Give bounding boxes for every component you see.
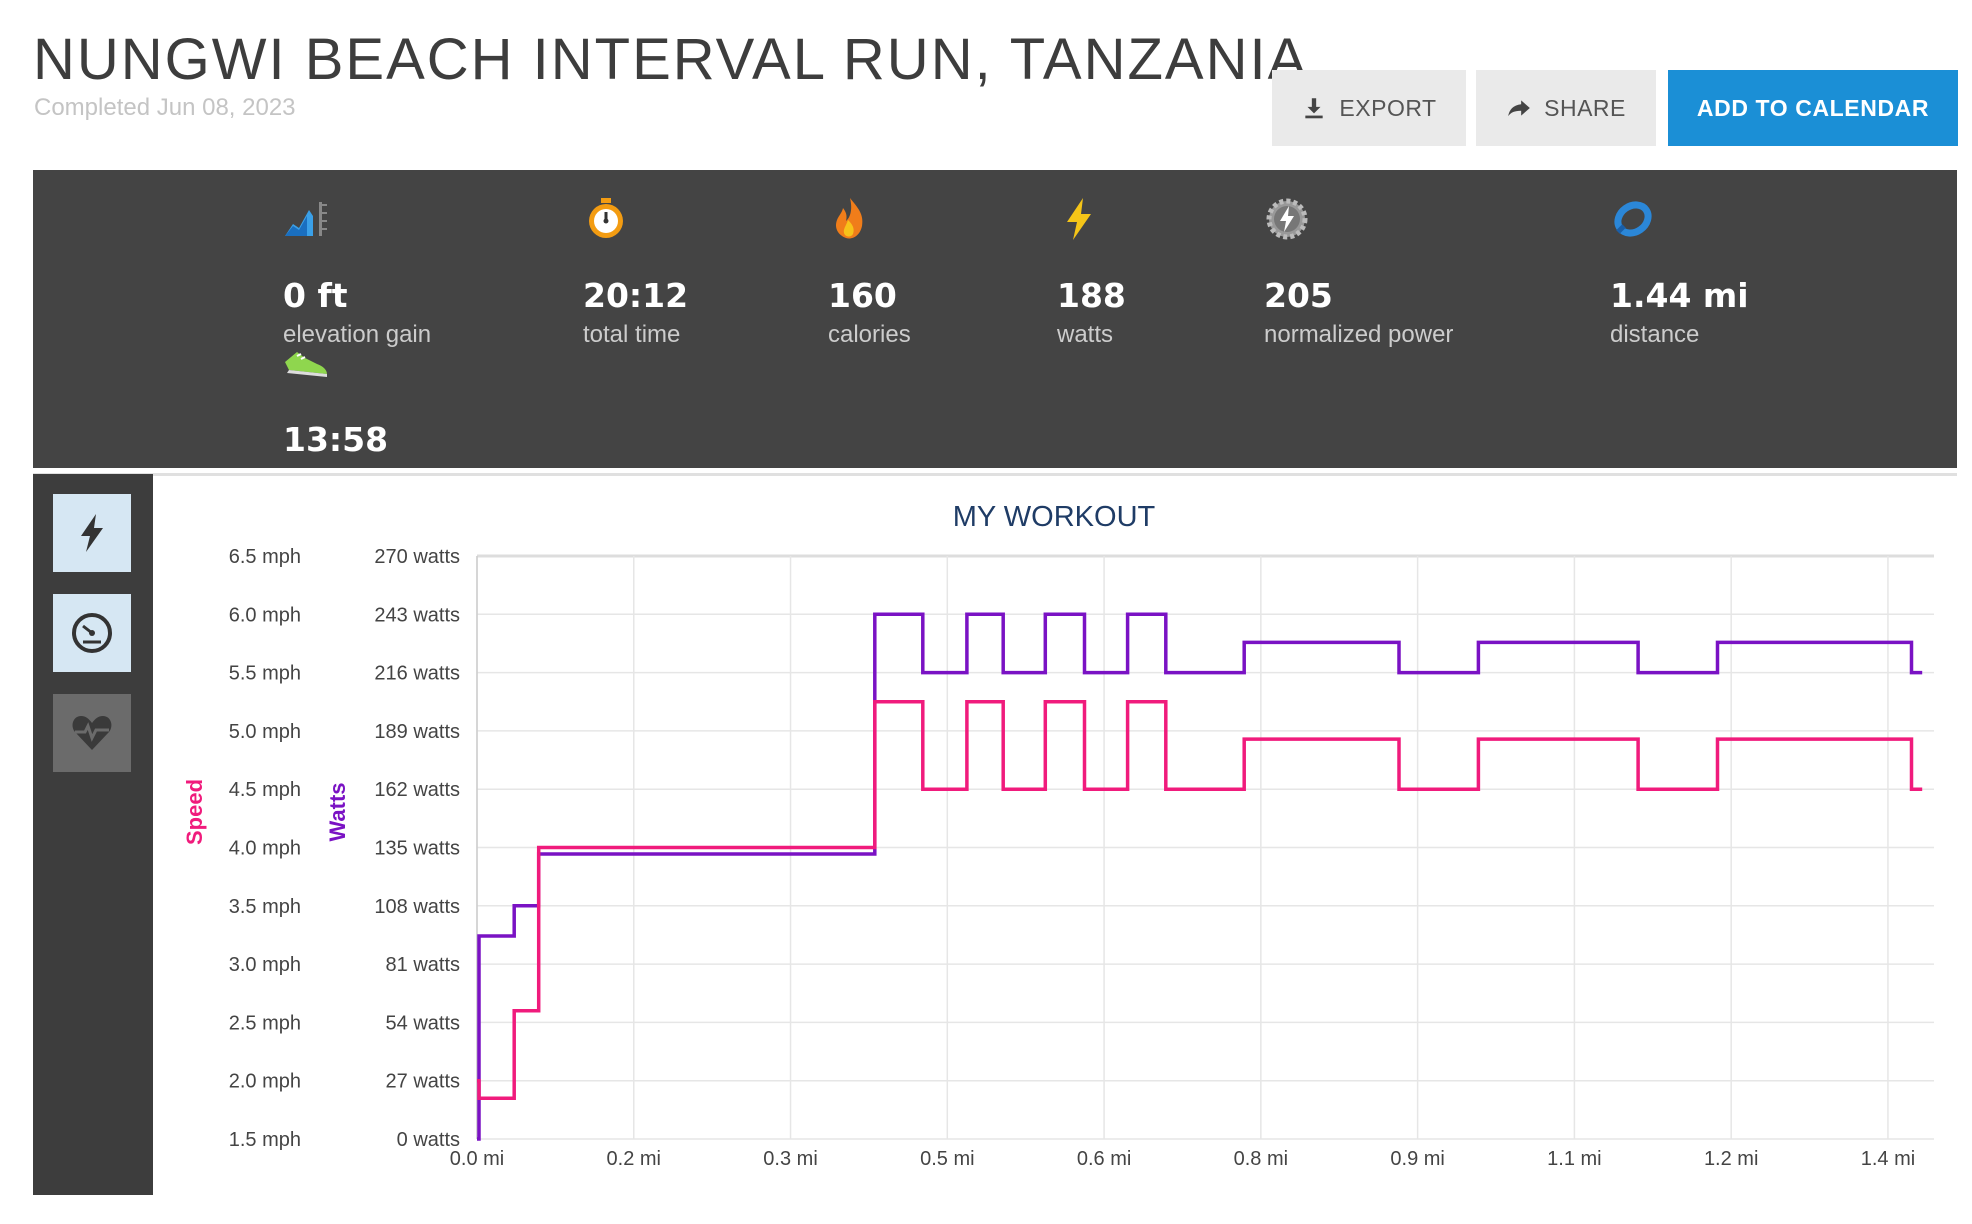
share-label: SHARE xyxy=(1544,94,1626,121)
stat-value: 188 xyxy=(1057,276,1126,315)
shoe-icon xyxy=(285,352,327,377)
speed-tick-label: 2.0 mph xyxy=(229,1071,301,1093)
toggle-heart-rate-button[interactable] xyxy=(53,694,131,772)
speed-tick-label: 6.5 mph xyxy=(229,546,301,568)
x-tick-label: 0.5 mi xyxy=(920,1148,974,1170)
x-tick-label: 0.2 mi xyxy=(607,1148,661,1170)
watts-tick-label: 243 watts xyxy=(374,604,460,626)
workout-stats-panel: 0 ft elevation gain 20:12 total time 160… xyxy=(33,170,1957,492)
elevation-icon xyxy=(285,202,327,236)
stat-value: 20:12 xyxy=(583,276,689,315)
stat-value: 160 xyxy=(828,276,897,315)
speed-tick-label: 4.0 mph xyxy=(229,838,301,860)
download-icon xyxy=(1305,98,1324,119)
stat-value: 13:58 xyxy=(283,420,389,459)
x-tick-label: 0.3 mi xyxy=(763,1148,817,1170)
add-to-calendar-label: ADD TO CALENDAR xyxy=(1696,94,1930,121)
toggle-power-button[interactable] xyxy=(53,494,131,572)
stat-label: watts xyxy=(1057,321,1114,348)
x-tick-label: 1.1 mi xyxy=(1547,1148,1601,1170)
export-label: EXPORT xyxy=(1339,94,1437,121)
stat-label: normalized power xyxy=(1264,321,1454,348)
page-title: NUNGWI BEACH INTERVAL RUN, TANZANIA xyxy=(33,27,1309,92)
x-tick-label: 0.9 mi xyxy=(1390,1148,1444,1170)
speed-tick-label: 5.5 mph xyxy=(229,663,301,685)
stat-label: calories xyxy=(828,321,911,348)
speed-tick-label: 3.0 mph xyxy=(229,954,301,976)
watts-tick-label: 54 watts xyxy=(386,1012,460,1034)
export-button[interactable]: EXPORT xyxy=(1272,70,1466,146)
speed-tick-label: 4.5 mph xyxy=(229,779,301,801)
heart-rate-icon xyxy=(72,716,112,750)
watts-tick-label: 108 watts xyxy=(374,896,460,918)
watts-tick-label: 162 watts xyxy=(374,779,460,801)
stat-label: elevation gain xyxy=(283,321,432,348)
speed-tick-label: 6.0 mph xyxy=(229,604,301,626)
watts-tick-label: 0 watts xyxy=(397,1129,460,1151)
lightning-icon xyxy=(1067,198,1091,240)
stat-value: 1.44 mi xyxy=(1610,276,1749,315)
watts-tick-label: 135 watts xyxy=(374,838,460,860)
stat-label: total time xyxy=(583,321,681,348)
watts-tick-label: 216 watts xyxy=(374,663,460,685)
watts-tick-label: 189 watts xyxy=(374,721,460,743)
share-button[interactable]: SHARE xyxy=(1476,70,1656,146)
speed-tick-label: 2.5 mph xyxy=(229,1012,301,1034)
x-tick-label: 0.0 mi xyxy=(450,1148,504,1170)
watts-tick-label: 270 watts xyxy=(374,546,460,568)
stopwatch-icon xyxy=(589,198,623,238)
stat-value: 205 xyxy=(1264,276,1333,315)
toggle-speed-button[interactable] xyxy=(53,594,131,672)
speed-tick-label: 3.5 mph xyxy=(229,896,301,918)
stat-label: distance xyxy=(1610,321,1700,348)
x-tick-label: 1.4 mi xyxy=(1861,1148,1915,1170)
x-tick-label: 0.6 mi xyxy=(1077,1148,1131,1170)
lightning-icon xyxy=(81,514,103,552)
completed-date: Completed Jun 08, 2023 xyxy=(34,94,296,121)
speed-series-line xyxy=(477,700,1923,1100)
speed-tick-label: 1.5 mph xyxy=(229,1129,301,1151)
watts-series-line xyxy=(477,612,1923,1141)
chart-series-sidebar xyxy=(33,474,153,1195)
watts-axis-label: Watts xyxy=(325,782,350,841)
speed-tick-label: 5.0 mph xyxy=(229,721,301,743)
speedometer-icon xyxy=(72,613,112,653)
x-tick-label: 1.2 mi xyxy=(1704,1148,1758,1170)
watts-tick-label: 27 watts xyxy=(386,1071,460,1093)
x-tick-label: 0.8 mi xyxy=(1234,1148,1288,1170)
share-arrow-icon xyxy=(1508,100,1530,117)
watts-tick-label: 81 watts xyxy=(386,954,460,976)
flame-icon xyxy=(836,198,863,239)
distance-icon xyxy=(1614,201,1652,237)
stat-value: 0 ft xyxy=(283,276,348,315)
workout-chart-panel xyxy=(33,473,1957,1198)
power-gear-icon xyxy=(1266,198,1308,240)
add-to-calendar-button[interactable]: ADD TO CALENDAR xyxy=(1668,70,1958,146)
chart-title: MY WORKOUT xyxy=(953,501,1156,533)
speed-axis-label: Speed xyxy=(182,779,207,845)
